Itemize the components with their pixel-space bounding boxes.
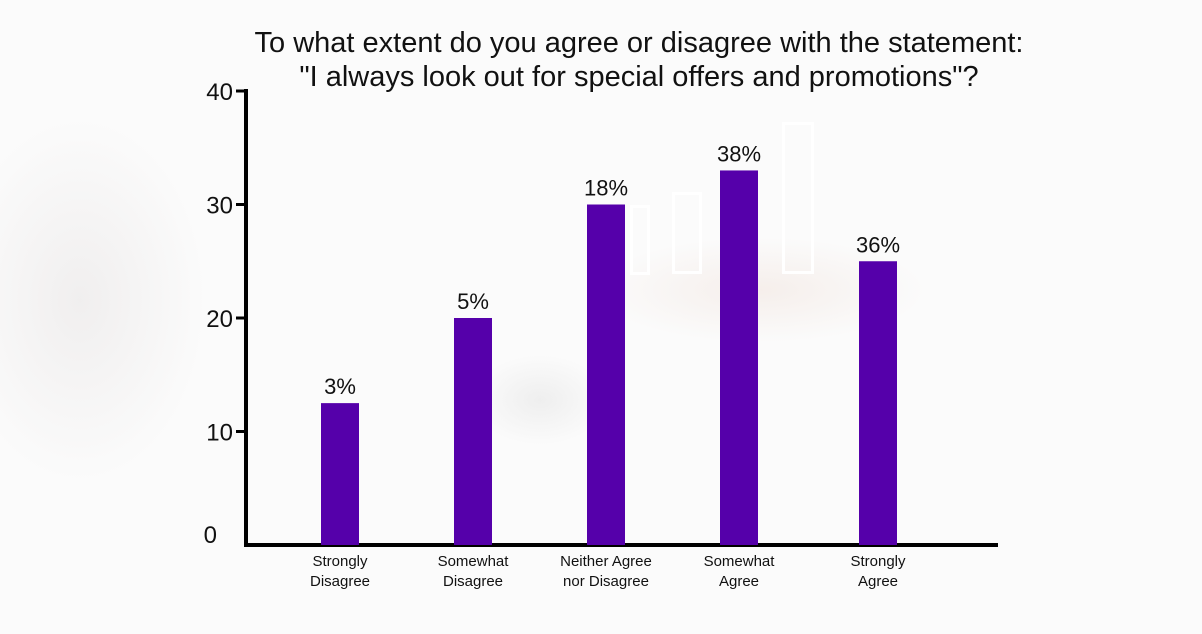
y-tick-label: 30 [206,193,233,220]
x-tick-label-line: Disagree [442,573,504,590]
bar [720,170,758,545]
background-ghost-bar [672,192,702,274]
chart-title-line-2: "I always look out for special offers an… [299,61,979,93]
x-tick-label-line: Disagree [309,573,371,590]
x-tick-label-line: Somewhat [703,553,775,570]
x-tick-label: Neither Agree nor Disagree [536,552,676,592]
x-tick-label-line: Agree [857,573,899,590]
y-tick-label: 10 [206,420,233,447]
y-tick-label: 40 [206,79,233,106]
background-ghost-bar [782,122,814,274]
x-tick-label: Strongly Disagree [270,552,410,592]
background-ghost-bar [630,205,650,275]
x-tick-label-line: Somewhat [437,553,509,570]
x-tick-label-line: Strongly [312,553,368,570]
x-tick-label-line: Agree [718,573,760,590]
bar-data-label: 18% [584,176,628,201]
bar-data-label: 3% [324,374,356,399]
x-tick-label: Somewhat Agree [669,552,809,592]
x-tick-label-line: nor Disagree [563,573,649,590]
bar-data-label: 38% [717,141,761,166]
bar [321,403,359,545]
y-tick-label: 20 [206,306,233,333]
bar-data-label: 36% [856,232,900,257]
bar [454,318,492,545]
bar-data-label: 5% [457,289,489,314]
x-tick-label: Somewhat Disagree [403,552,543,592]
bar [587,204,625,545]
bar [859,261,897,545]
x-tick-label: Strongly Agree [808,552,948,592]
y-tick-label: 0 [204,522,217,549]
x-tick-label-line: Neither Agree [560,553,652,570]
chart-title-line-1: To what extent do you agree or disagree … [254,27,1024,59]
x-tick-label-line: Strongly [850,553,906,570]
